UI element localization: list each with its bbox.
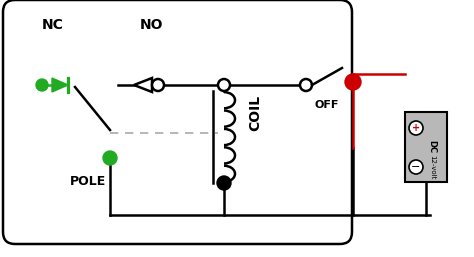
Text: NO: NO: [140, 18, 164, 32]
Text: DC: DC: [428, 140, 437, 153]
Circle shape: [152, 79, 164, 91]
Text: OFF: OFF: [315, 100, 339, 110]
FancyBboxPatch shape: [405, 112, 447, 182]
Polygon shape: [134, 78, 152, 92]
Circle shape: [409, 160, 423, 174]
Text: COIL: COIL: [248, 95, 262, 131]
Circle shape: [217, 176, 231, 190]
Text: +: +: [412, 123, 420, 133]
Text: POLE: POLE: [70, 175, 106, 188]
Circle shape: [300, 79, 312, 91]
Circle shape: [103, 151, 117, 165]
Text: −: −: [411, 162, 421, 172]
Circle shape: [218, 79, 230, 91]
Circle shape: [345, 74, 361, 90]
Text: 12-volt: 12-volt: [429, 155, 435, 179]
FancyBboxPatch shape: [3, 0, 352, 244]
Circle shape: [409, 121, 423, 135]
Text: NC: NC: [42, 18, 64, 32]
Polygon shape: [52, 78, 68, 92]
Circle shape: [36, 79, 48, 91]
